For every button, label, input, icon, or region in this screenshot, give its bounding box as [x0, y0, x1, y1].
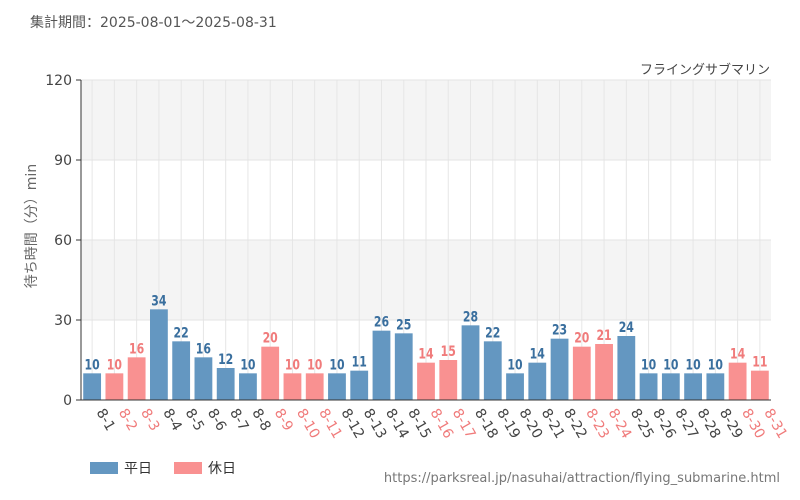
bar-value-label: 23 — [552, 321, 567, 338]
bar-value-label: 10 — [107, 356, 122, 373]
period-label: 集計期間：2025-08-01～2025-08-31 — [30, 15, 277, 31]
bar-value-label: 11 — [752, 353, 767, 370]
bar-8-31 — [750, 370, 769, 400]
x-tick-label: 8-31 — [760, 406, 790, 442]
bar-8-11 — [305, 373, 324, 400]
bar-8-10 — [283, 373, 302, 400]
source-url: https://parksreal.jp/nasuhai/attraction/… — [383, 471, 780, 486]
bar-8-22 — [550, 338, 569, 400]
bar-8-6 — [194, 357, 213, 400]
bar-value-label: 10 — [240, 356, 255, 373]
bar-value-label: 10 — [507, 356, 522, 373]
bar-value-label: 14 — [730, 345, 745, 362]
bar-value-label: 15 — [441, 343, 456, 360]
bar-8-29 — [706, 373, 725, 400]
bar-value-label: 10 — [307, 356, 322, 373]
y-tick-label: 120 — [45, 73, 72, 89]
bar-value-label: 14 — [530, 345, 545, 362]
x-tick-label: 8-9 — [271, 406, 296, 434]
bar-value-label: 10 — [641, 356, 656, 373]
legend-label-weekday: 平日 — [124, 461, 152, 477]
bar-value-label: 25 — [396, 316, 411, 333]
legend-swatch-holiday — [174, 462, 202, 474]
bar-value-label: 34 — [151, 292, 166, 309]
bar-value-label: 24 — [619, 319, 634, 336]
bar-8-18 — [461, 325, 480, 400]
bar-value-label: 11 — [352, 353, 367, 370]
bar-value-label: 26 — [374, 313, 389, 330]
bar-8-16 — [417, 362, 435, 400]
bar-8-5 — [172, 341, 191, 400]
bar-value-label: 10 — [685, 356, 700, 373]
bar-8-1 — [83, 373, 102, 400]
y-tick-label: 30 — [54, 313, 72, 329]
bar-8-8 — [239, 373, 257, 400]
axes — [76, 79, 771, 401]
bar-value-labels: 10 10 16 34 22 16 12 10 20 10 10 10 11 26 25 14 15 28 22 10… — [85, 292, 768, 373]
x-tick-label: 8-2 — [115, 406, 140, 434]
y-tick-label: 0 — [63, 393, 72, 409]
bar-value-label: 12 — [218, 351, 233, 368]
y-axis-label: 待ち時間（分）min — [24, 164, 40, 288]
bars-group — [83, 309, 769, 400]
bar-8-14 — [372, 330, 391, 400]
x-tick-labels: 8-18-28-38-48-58-68-78-88-98-108-118-128… — [93, 406, 790, 442]
legend-label-holiday: 休日 — [208, 461, 236, 477]
bar-value-label: 14 — [418, 345, 433, 362]
bar-8-24 — [595, 344, 613, 400]
x-tick-label: 8-1 — [93, 406, 118, 434]
y-tick-label: 60 — [54, 233, 72, 249]
y-tick-labels: 0 30 60 90 120 — [45, 73, 72, 409]
legend-item-holiday: 休日 — [174, 458, 236, 478]
bar-8-12 — [328, 373, 346, 400]
bar-8-3 — [127, 357, 146, 400]
bar-value-label: 28 — [463, 308, 478, 325]
bar-8-15 — [394, 333, 413, 400]
bar-value-label: 22 — [174, 324, 189, 341]
bar-value-label: 20 — [574, 329, 589, 346]
bar-8-27 — [661, 373, 680, 400]
bar-8-28 — [684, 373, 702, 400]
bar-value-label: 16 — [129, 340, 144, 357]
bar-8-20 — [506, 373, 524, 400]
bar-value-label: 10 — [663, 356, 678, 373]
x-tick-label: 8-4 — [159, 406, 184, 434]
x-tick-label: 8-5 — [182, 406, 207, 434]
x-tick-label: 8-6 — [204, 406, 229, 434]
bar-value-label: 20 — [263, 329, 278, 346]
bar-8-25 — [617, 336, 636, 400]
bar-value-label: 22 — [485, 324, 500, 341]
bar-8-30 — [728, 362, 747, 400]
x-tick-label: 8-7 — [226, 406, 251, 434]
bar-8-21 — [528, 362, 547, 400]
bar-value-label: 10 — [285, 356, 300, 373]
x-tick-label: 8-3 — [137, 406, 162, 434]
x-tick-label: 8-8 — [248, 406, 273, 434]
bar-8-7 — [216, 368, 235, 400]
legend: 平日 休日 — [90, 458, 236, 478]
chart-title: フライングサブマリン — [640, 62, 770, 78]
bar-8-9 — [261, 346, 280, 400]
bar-8-26 — [639, 373, 658, 400]
bar-8-2 — [105, 373, 124, 400]
y-tick-label: 90 — [54, 153, 72, 169]
legend-item-weekday: 平日 — [90, 458, 152, 478]
bar-8-4 — [150, 309, 168, 400]
bar-value-label: 21 — [596, 327, 611, 344]
bar-value-label: 10 — [329, 356, 344, 373]
bar-8-13 — [350, 370, 369, 400]
bar-value-label: 10 — [85, 356, 100, 373]
bar-value-label: 16 — [196, 340, 211, 357]
bar-8-19 — [483, 341, 502, 400]
bar-8-17 — [439, 360, 458, 400]
bar-value-label: 10 — [708, 356, 723, 373]
bar-8-23 — [572, 346, 591, 400]
legend-swatch-weekday — [90, 462, 118, 474]
